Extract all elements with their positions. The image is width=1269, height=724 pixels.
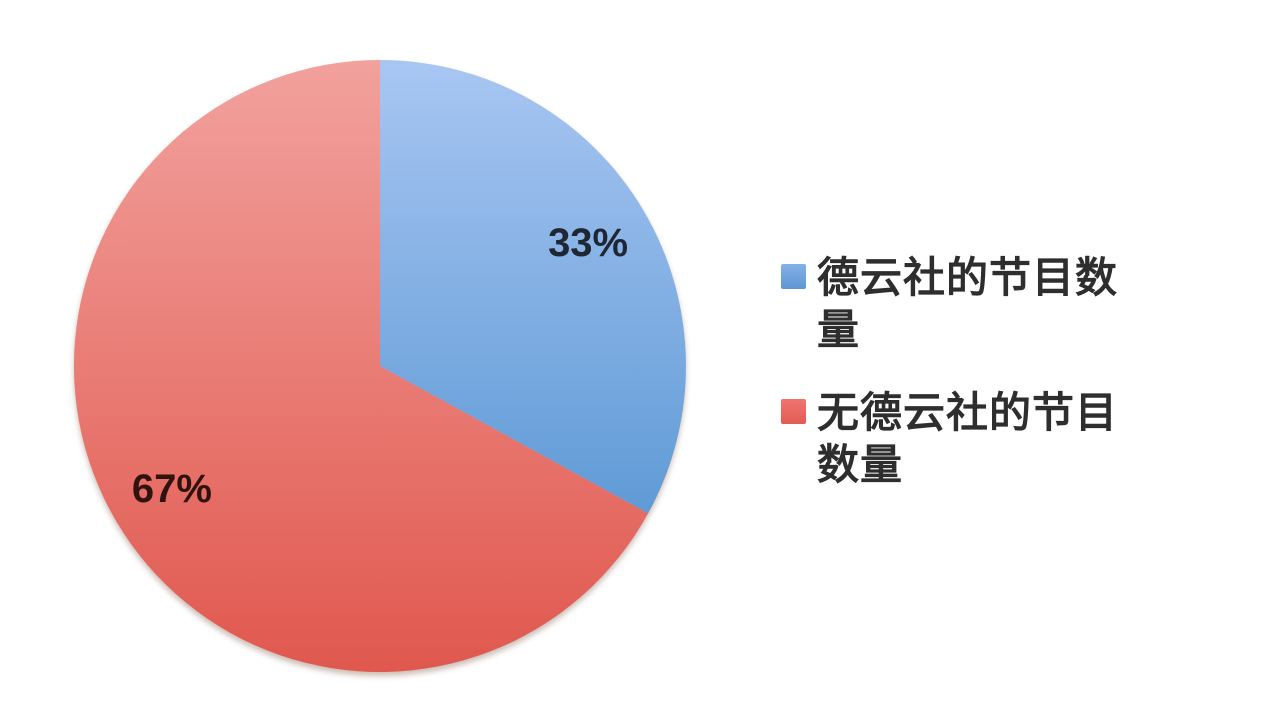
data-label-blue-slice: 33% [548, 221, 628, 265]
legend-label-no-deyunshe: 无德云社的节目数量 [817, 389, 1119, 488]
legend-label-deyunshe: 德云社的节目数量 [817, 254, 1119, 353]
legend-swatch-red-icon [781, 399, 806, 424]
pie-slice-deyunshe [380, 60, 686, 514]
legend-swatch-blue-icon [781, 264, 806, 289]
data-label-red-slice: 67% [132, 467, 212, 511]
pie [73, 59, 686, 672]
legend-item-deyunshe: 德云社的节目数量 [781, 252, 1133, 356]
legend: 德云社的节目数量 无德云社的节目数量 [781, 252, 1133, 491]
pie-slice-no-deyunshe [73, 59, 649, 672]
legend-item-no-deyunshe: 无德云社的节目数量 [781, 387, 1133, 491]
